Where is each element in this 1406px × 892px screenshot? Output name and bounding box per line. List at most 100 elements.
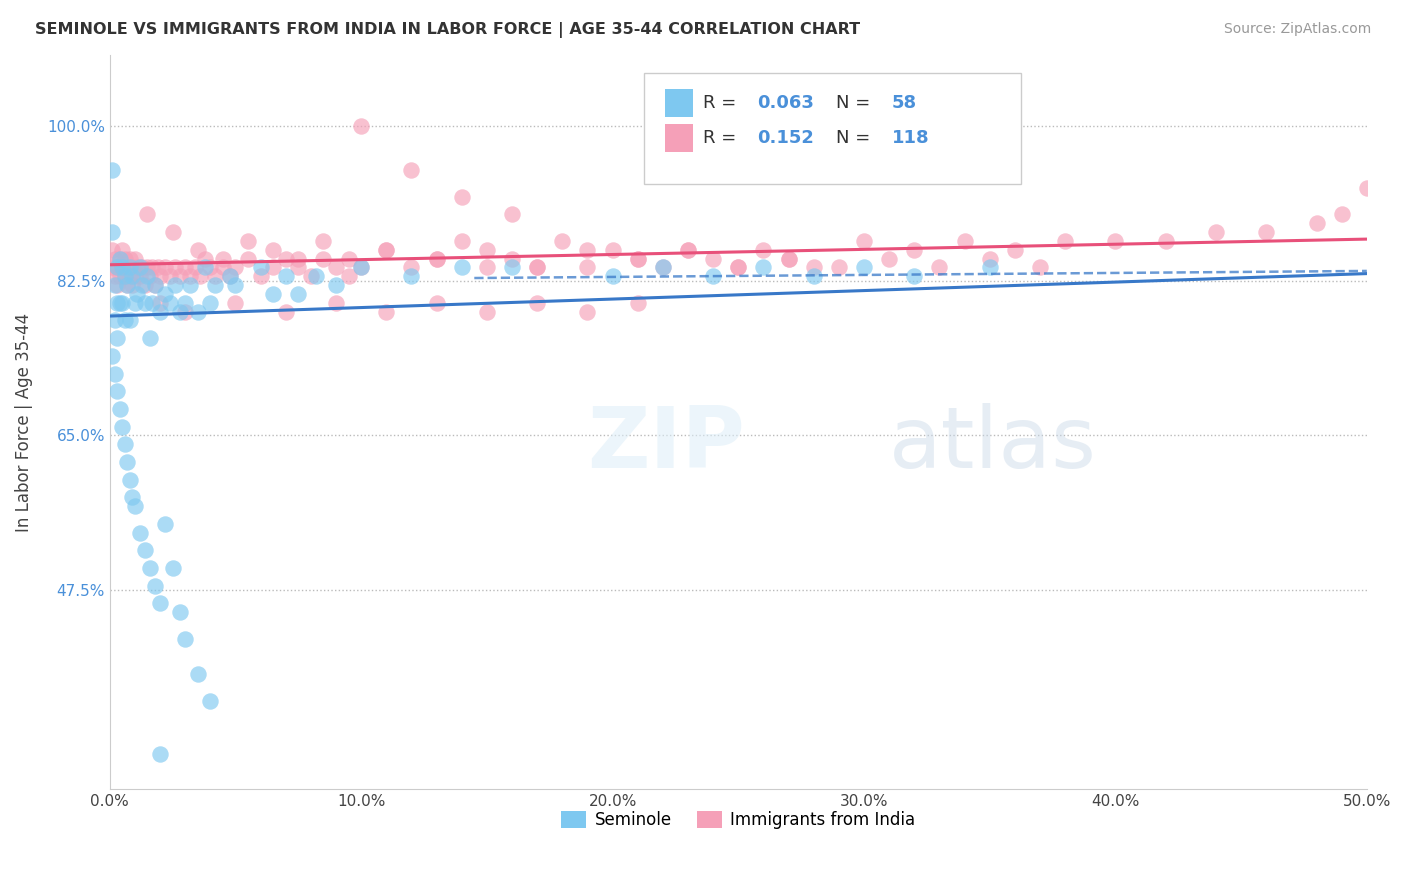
Point — [134, 295, 156, 310]
Point — [117, 260, 139, 275]
Point — [1205, 225, 1227, 239]
Point — [426, 252, 449, 266]
Point — [169, 304, 191, 318]
Point — [104, 367, 127, 381]
Point — [143, 579, 166, 593]
Point — [828, 260, 851, 275]
Point — [236, 252, 259, 266]
Point — [108, 401, 131, 416]
Point — [475, 304, 498, 318]
Point — [114, 269, 136, 284]
Point — [752, 260, 775, 275]
FancyBboxPatch shape — [644, 73, 1021, 184]
Point — [1104, 234, 1126, 248]
Bar — [665, 89, 693, 117]
Text: 58: 58 — [891, 94, 917, 112]
Point — [501, 252, 523, 266]
Point — [117, 278, 139, 293]
Point — [778, 252, 800, 266]
Point — [136, 269, 159, 284]
Point — [111, 243, 134, 257]
Point — [129, 525, 152, 540]
Point — [236, 234, 259, 248]
Point — [187, 243, 209, 257]
Point — [551, 234, 574, 248]
Point — [131, 278, 153, 293]
Point — [200, 295, 222, 310]
Point — [602, 243, 624, 257]
Point — [853, 234, 876, 248]
Point — [702, 252, 724, 266]
Point — [153, 260, 176, 275]
Point — [139, 269, 162, 284]
Point — [249, 269, 271, 284]
Point — [274, 252, 297, 266]
Point — [953, 234, 976, 248]
Point — [401, 269, 423, 284]
Point — [127, 260, 149, 275]
Text: 0.152: 0.152 — [758, 129, 814, 147]
Bar — [665, 124, 693, 152]
Point — [118, 260, 141, 275]
Point — [627, 252, 650, 266]
Point — [153, 516, 176, 531]
Point — [162, 225, 184, 239]
Point — [375, 243, 398, 257]
Point — [200, 694, 222, 708]
Point — [1154, 234, 1177, 248]
Point — [375, 304, 398, 318]
Point — [165, 278, 187, 293]
Point — [118, 313, 141, 327]
Text: Source: ZipAtlas.com: Source: ZipAtlas.com — [1223, 22, 1371, 37]
Point — [526, 260, 548, 275]
Point — [131, 260, 153, 275]
Point — [576, 260, 599, 275]
Point — [124, 295, 146, 310]
Y-axis label: In Labor Force | Age 35-44: In Labor Force | Age 35-44 — [15, 312, 32, 532]
Point — [224, 295, 246, 310]
Point — [1029, 260, 1052, 275]
Point — [134, 278, 156, 293]
Point — [576, 304, 599, 318]
Point — [124, 252, 146, 266]
Point — [101, 225, 124, 239]
Text: R =: R = — [703, 129, 742, 147]
Point — [450, 260, 472, 275]
Point — [117, 278, 139, 293]
Point — [117, 455, 139, 469]
Point — [141, 260, 163, 275]
Point — [194, 252, 217, 266]
Point — [727, 260, 749, 275]
Point — [426, 295, 449, 310]
Point — [162, 561, 184, 575]
Text: R =: R = — [703, 94, 742, 112]
Point — [111, 260, 134, 275]
Point — [194, 260, 217, 275]
Text: SEMINOLE VS IMMIGRANTS FROM INDIA IN LABOR FORCE | AGE 35-44 CORRELATION CHART: SEMINOLE VS IMMIGRANTS FROM INDIA IN LAB… — [35, 22, 860, 38]
Point — [262, 260, 284, 275]
Point — [174, 295, 197, 310]
Point — [979, 252, 1001, 266]
Point — [212, 260, 235, 275]
Point — [1054, 234, 1077, 248]
Point — [1004, 243, 1026, 257]
Point — [803, 269, 825, 284]
Point — [174, 304, 197, 318]
Point — [325, 295, 347, 310]
Point — [136, 260, 159, 275]
Point — [249, 260, 271, 275]
Point — [1256, 225, 1278, 239]
Point — [143, 278, 166, 293]
Text: atlas: atlas — [889, 402, 1097, 486]
Point — [401, 163, 423, 178]
Point — [1330, 207, 1353, 221]
Point — [627, 295, 650, 310]
Point — [928, 260, 950, 275]
Point — [121, 491, 143, 505]
Point — [903, 269, 925, 284]
Point — [676, 243, 699, 257]
Point — [105, 384, 128, 399]
Point — [101, 163, 124, 178]
Point — [139, 331, 162, 345]
Point — [114, 269, 136, 284]
